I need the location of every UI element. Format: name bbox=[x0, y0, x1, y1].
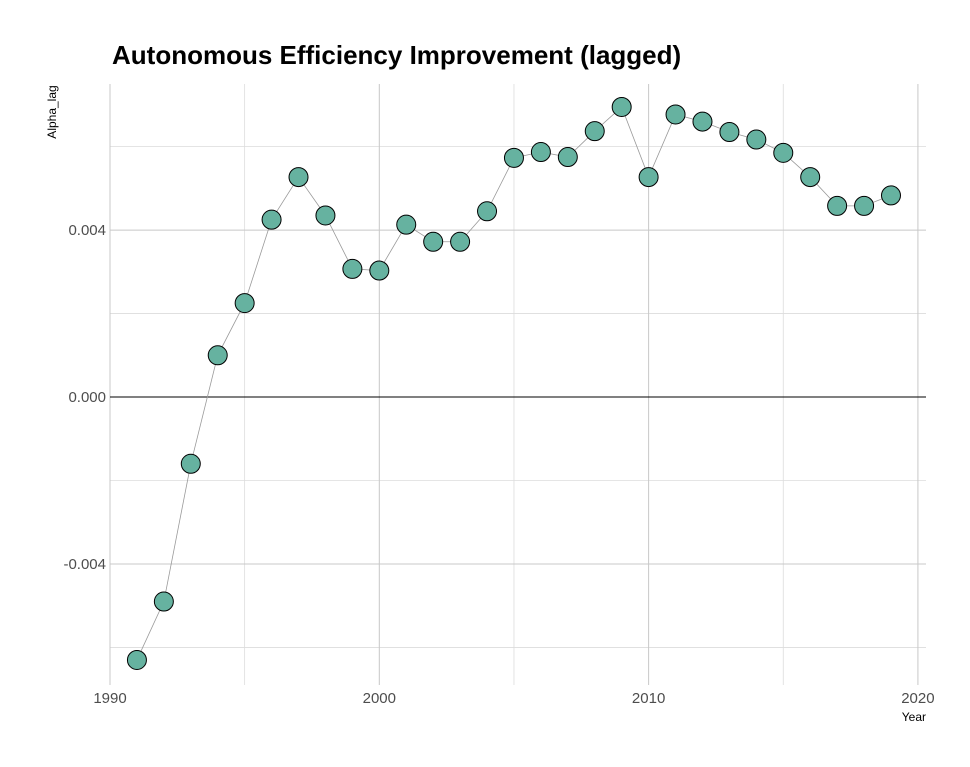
y-tick-label: 0.000 bbox=[68, 389, 106, 406]
data-point bbox=[638, 167, 659, 188]
grid bbox=[109, 84, 926, 685]
x-tick-label: 2020 bbox=[901, 690, 934, 707]
data-point bbox=[692, 111, 713, 132]
x-axis-title: Year bbox=[902, 710, 926, 724]
data-point bbox=[477, 201, 498, 222]
data-point bbox=[746, 129, 767, 150]
data-point bbox=[396, 214, 417, 235]
data-point bbox=[665, 104, 686, 125]
data-point bbox=[800, 167, 821, 188]
x-tick-label: 1990 bbox=[93, 690, 126, 707]
data-point bbox=[450, 231, 471, 252]
data-point bbox=[719, 121, 740, 142]
y-tick-label: -0.004 bbox=[63, 556, 106, 573]
tick-labels: 1990 2000 2010 2020 -0.004 0.000 0.004 bbox=[63, 222, 934, 707]
data-point bbox=[288, 167, 309, 188]
data-point bbox=[153, 591, 174, 612]
data-point bbox=[557, 147, 578, 168]
x-tick-label: 2010 bbox=[632, 690, 665, 707]
data-point bbox=[854, 195, 875, 216]
data-point bbox=[530, 142, 551, 163]
data-point bbox=[261, 209, 282, 230]
x-tick-label: 2000 bbox=[363, 690, 396, 707]
y-axis-title: Alpha_lag bbox=[45, 85, 59, 138]
data-point bbox=[584, 121, 605, 142]
data-point bbox=[369, 260, 390, 281]
data-point bbox=[315, 205, 336, 226]
chart-title: Autonomous Efficiency Improvement (lagge… bbox=[112, 40, 681, 70]
y-tick-label: 0.004 bbox=[68, 222, 106, 239]
data-point bbox=[423, 231, 444, 252]
series bbox=[126, 96, 901, 670]
data-point bbox=[342, 258, 363, 279]
data-point bbox=[207, 345, 228, 366]
data-point bbox=[126, 649, 147, 670]
data-point bbox=[827, 195, 848, 216]
data-point bbox=[880, 185, 901, 206]
data-point bbox=[234, 293, 255, 314]
data-point bbox=[611, 96, 632, 117]
data-point bbox=[180, 453, 201, 474]
data-point bbox=[773, 142, 794, 163]
data-point bbox=[503, 147, 524, 168]
